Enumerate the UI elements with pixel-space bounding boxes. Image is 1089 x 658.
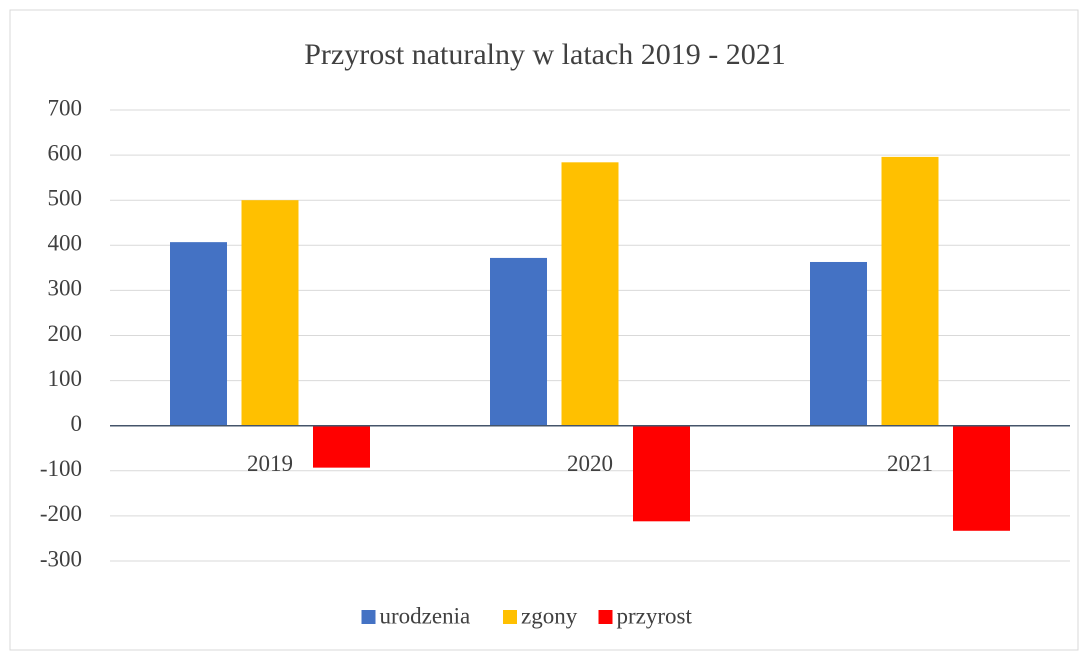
y-tick-label: 100: [48, 366, 83, 391]
bar: [881, 156, 939, 426]
x-tick-label: 2019: [247, 451, 293, 476]
y-tick-label: 400: [48, 231, 83, 256]
y-tick-label: -200: [40, 501, 82, 526]
bar: [953, 425, 1010, 531]
y-tick-label: 0: [71, 411, 83, 436]
bar: [633, 425, 690, 522]
y-tick-label: 700: [48, 95, 83, 120]
legend-swatch: [598, 610, 613, 624]
chart-title: Przyrost naturalny w latach 2019 - 2021: [304, 38, 786, 71]
y-tick-label: 300: [48, 276, 83, 301]
legend-label: przyrost: [617, 603, 693, 628]
y-tick-label: 200: [48, 321, 83, 346]
legend-swatch: [503, 610, 517, 624]
bar: [313, 425, 370, 468]
y-tick-label: -300: [40, 546, 82, 571]
bar: [490, 257, 547, 426]
x-tick-label: 2021: [887, 451, 933, 476]
y-tick-label: 600: [48, 140, 83, 165]
legend-label: zgony: [521, 603, 578, 628]
legend-swatch: [361, 610, 376, 624]
x-tick-label: 2020: [567, 451, 613, 476]
bar: [561, 162, 619, 426]
bar: [170, 242, 227, 426]
y-tick-label: -100: [40, 456, 82, 481]
bar: [810, 261, 867, 426]
y-tick-label: 500: [48, 185, 83, 210]
legend-label: urodzenia: [380, 603, 471, 628]
bar: [241, 200, 299, 426]
